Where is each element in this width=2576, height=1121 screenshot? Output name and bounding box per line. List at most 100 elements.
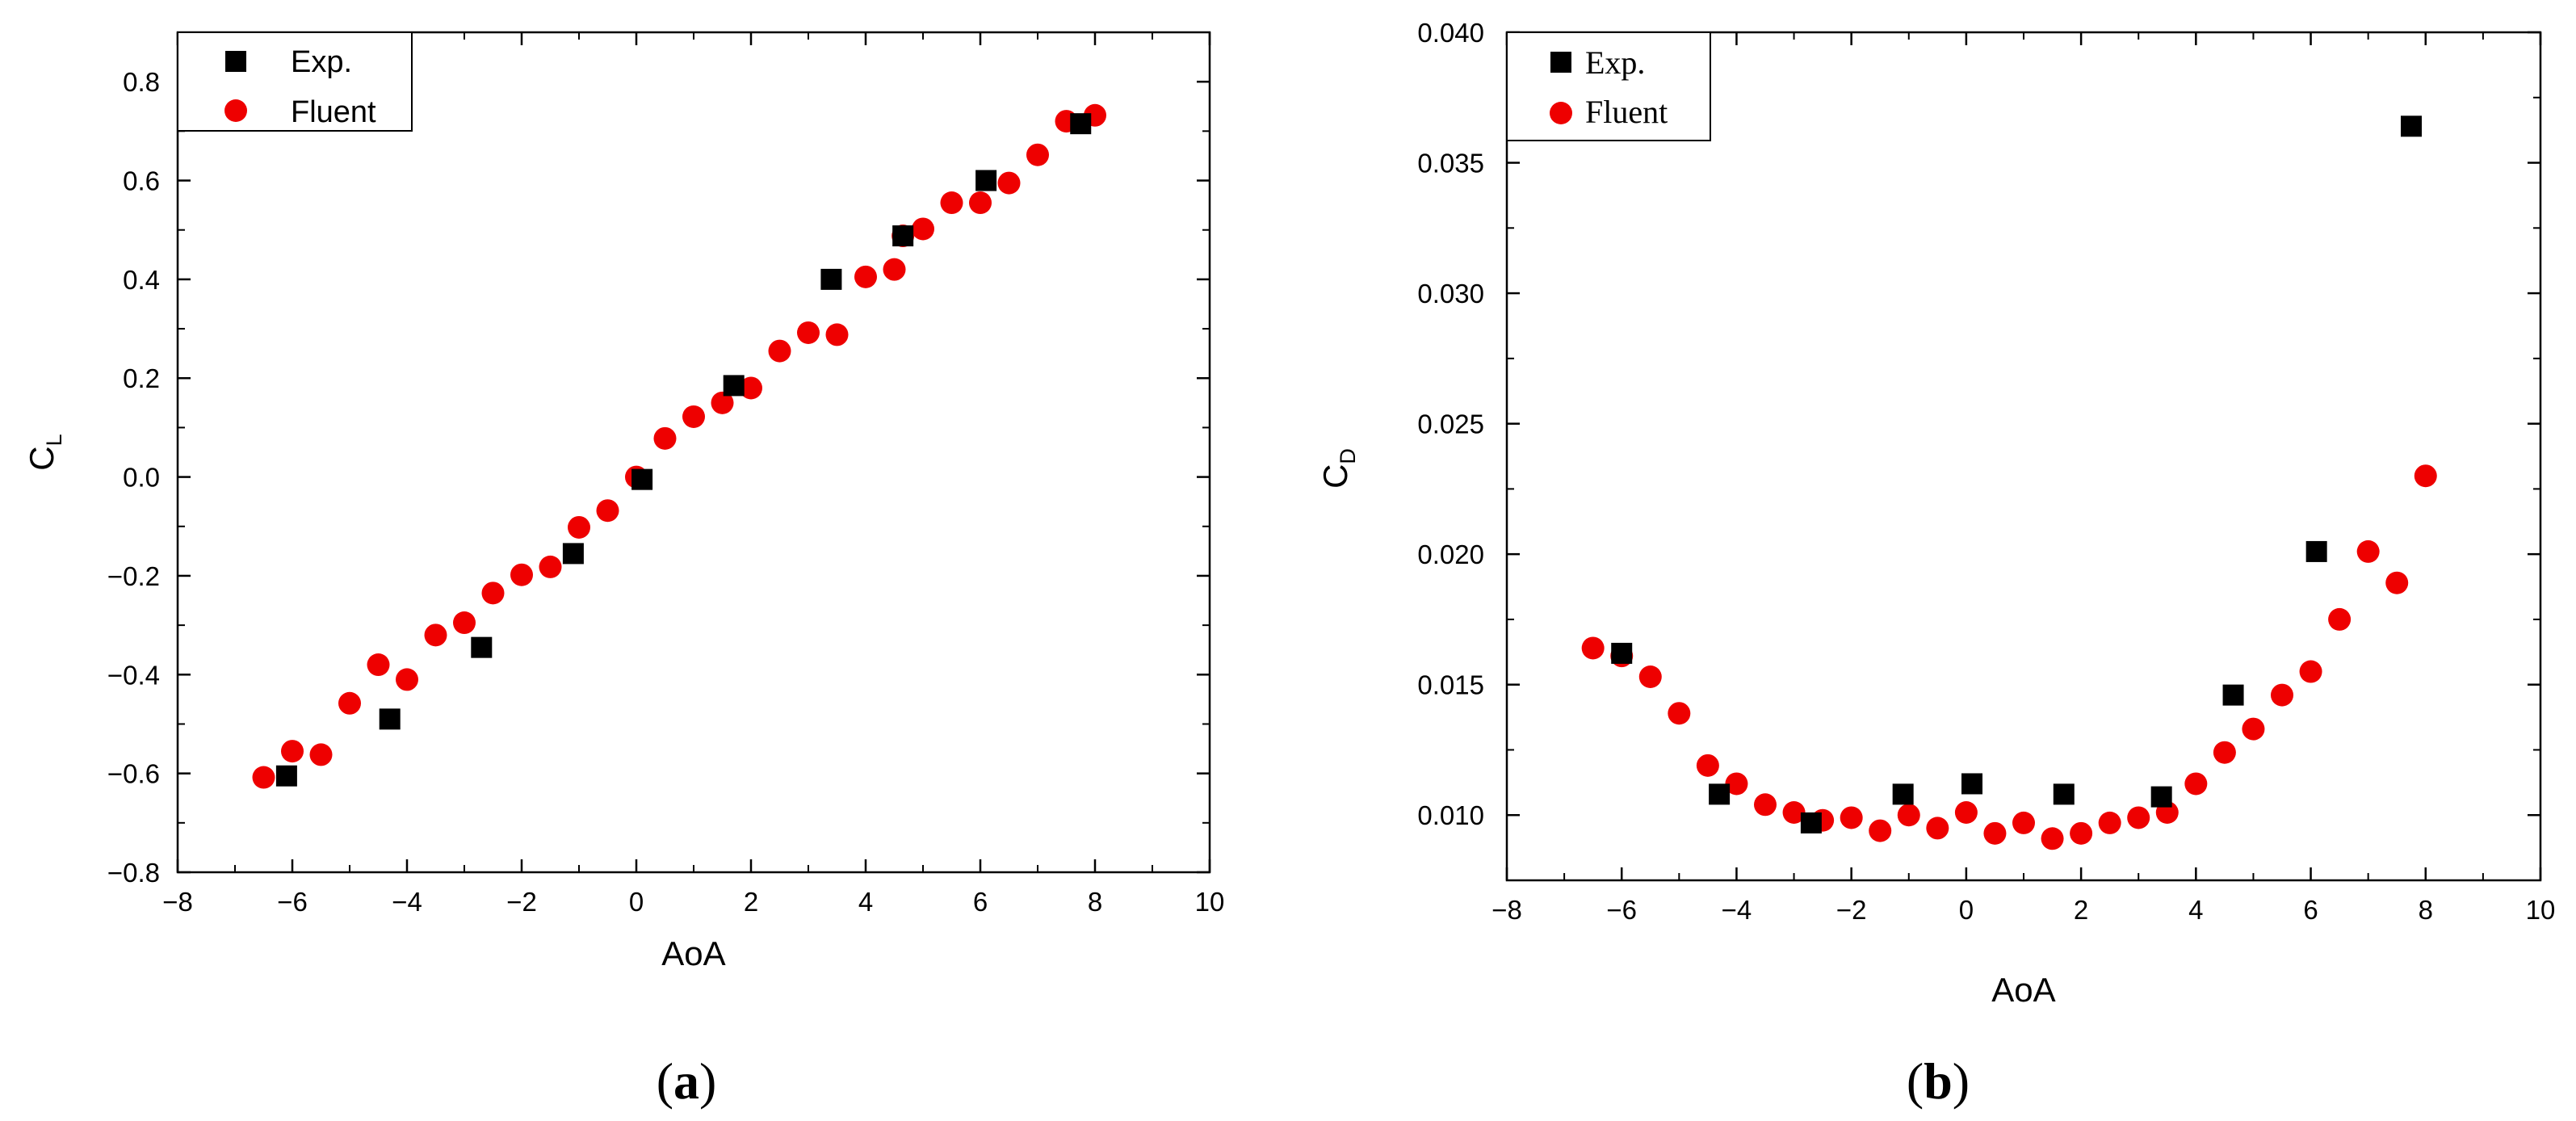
fluent-point-b: [1840, 806, 1863, 829]
legend-marker-fluent-b: [1550, 102, 1572, 124]
fluent-point-b: [1897, 804, 1920, 827]
fluent-point-b: [2098, 811, 2121, 834]
fluent-point-a: [309, 743, 333, 766]
x-tick-label-b: 6: [2303, 895, 2318, 925]
exp-point-b: [1892, 783, 1914, 805]
fluent-point-a: [883, 258, 906, 281]
x-tick-label-b: 8: [2419, 895, 2433, 925]
exp-point-a: [562, 543, 584, 565]
fluent-point-b: [2012, 811, 2035, 834]
fluent-point-b: [1754, 793, 1777, 817]
legend-label-fluent-b: Fluent: [1585, 94, 1668, 130]
y-tick-label-a: −0.8: [107, 858, 160, 888]
x-tick-label-a: −2: [506, 887, 537, 917]
exp-point-b: [1709, 783, 1731, 805]
fluent-point-a: [969, 191, 992, 215]
fluent-point-b: [2385, 571, 2409, 594]
fluent-point-a: [997, 171, 1021, 195]
legend-marker-exp-b: [1550, 52, 1571, 73]
fluent-point-a: [396, 668, 418, 691]
fluent-point-a: [596, 499, 619, 523]
fluent-point-b: [2414, 464, 2437, 488]
x-tick-label-a: 6: [973, 887, 988, 917]
ticks-a: −8 −6 −4 −2 0 2 4 6 8 10 −0.8 −0.6 −0.4 −0.2 0.0 0.2 0.4…: [107, 32, 1225, 917]
legend-a: Exp. Fluent: [177, 31, 413, 132]
x-tick-label-a: 8: [1088, 887, 1102, 917]
legend-b: Exp. Fluent: [1506, 31, 1711, 141]
legend-marker-fluent-a: [224, 99, 247, 122]
x-tick-label-a: −4: [392, 887, 422, 917]
x-axis-label-b: AoA: [1991, 971, 2055, 1009]
exp-point-a: [1070, 113, 1092, 135]
x-axis-label-a: AoA: [661, 934, 725, 972]
fluent-point-a: [653, 426, 677, 450]
y-tick-label-a: 0.2: [123, 363, 160, 393]
y-tick-label-a: 0.8: [123, 67, 160, 97]
fluent-point-a: [281, 740, 304, 763]
x-tick-label-a: 0: [629, 887, 644, 917]
fluent-point-b: [2213, 741, 2236, 764]
fluent-point-b: [2271, 683, 2293, 707]
exp-point-b: [1961, 773, 1982, 795]
fluent-point-a: [510, 563, 533, 586]
x-tick-label-a: 2: [744, 887, 758, 917]
exp-point-a: [631, 468, 653, 490]
fluent-point-b: [2299, 660, 2322, 683]
x-tick-label-b: 0: [1959, 895, 1974, 925]
exp-point-a: [892, 225, 914, 247]
fluent-point-b: [1869, 819, 1892, 842]
x-tick-label-b: −6: [1606, 895, 1637, 925]
fluent-point-a: [682, 405, 705, 428]
exp-point-a: [379, 708, 401, 730]
caption-b: (b): [1907, 1052, 1970, 1110]
y-tick-label-b: 0.010: [1417, 800, 1484, 830]
fluent-point-a: [825, 323, 849, 346]
plot-frame-b: [1505, 31, 2542, 882]
caption-a: (a): [657, 1052, 717, 1110]
fluent-point-a: [453, 611, 476, 635]
fluent-point-a: [797, 321, 820, 344]
x-tick-label-b: −8: [1491, 895, 1522, 925]
x-tick-label-b: −4: [1722, 895, 1752, 925]
fluent-point-b: [1954, 801, 1978, 824]
fluent-point-a: [252, 766, 275, 789]
fluent-point-b: [1638, 665, 1662, 688]
y-tick-label-a: −0.2: [107, 561, 160, 591]
points-b: [1581, 115, 2437, 850]
fluent-point-a: [367, 653, 390, 677]
fluent-point-b: [1725, 772, 1748, 796]
x-tick-label-b: 2: [2074, 895, 2088, 925]
fluent-point-a: [568, 515, 590, 539]
fluent-point-b: [1668, 702, 1691, 725]
chart-panel-b: −8 −6 −4 −2 0 2 4 6 8 10 0.010 0.015 0.020 0.025 0.030…: [1316, 18, 2555, 1110]
exp-point-b: [1611, 642, 1633, 664]
y-tick-label-b: 0.040: [1417, 18, 1484, 48]
fluent-point-a: [338, 691, 361, 715]
exp-point-a: [275, 765, 297, 787]
ticks-b: −8 −6 −4 −2 0 2 4 6 8 10 0.010 0.015 0.020 0.025 0.030…: [1417, 18, 2555, 925]
fluent-point-b: [2127, 806, 2150, 829]
y-tick-label-b: 0.035: [1417, 149, 1484, 178]
x-tick-label-a: 4: [858, 887, 873, 917]
exp-point-a: [820, 268, 842, 290]
fluent-point-a: [940, 191, 963, 215]
exp-point-a: [975, 170, 997, 191]
fluent-point-b: [2242, 717, 2265, 741]
y-tick-label-a: −0.4: [107, 660, 160, 690]
legend-box-a: [177, 31, 413, 132]
fluent-point-a: [854, 265, 877, 288]
chart-panel-a: −8 −6 −4 −2 0 2 4 6 8 10 −0.8 −0.6 −0.4 −0.2 0.0 0.2 0.4…: [23, 31, 1225, 1110]
exp-point-b: [2053, 783, 2075, 805]
exp-point-b: [2150, 786, 2172, 808]
exp-point-a: [723, 375, 745, 397]
y-tick-label-a: 0.4: [123, 265, 160, 295]
fluent-point-a: [711, 391, 734, 414]
fluent-point-b: [2184, 772, 2208, 796]
plot-frame-a: [176, 31, 1211, 874]
x-tick-label-a: 10: [1195, 887, 1225, 917]
fluent-point-a: [768, 339, 791, 363]
exp-point-b: [2305, 540, 2327, 562]
fluent-point-b: [2070, 821, 2093, 845]
exp-point-a: [471, 636, 493, 658]
